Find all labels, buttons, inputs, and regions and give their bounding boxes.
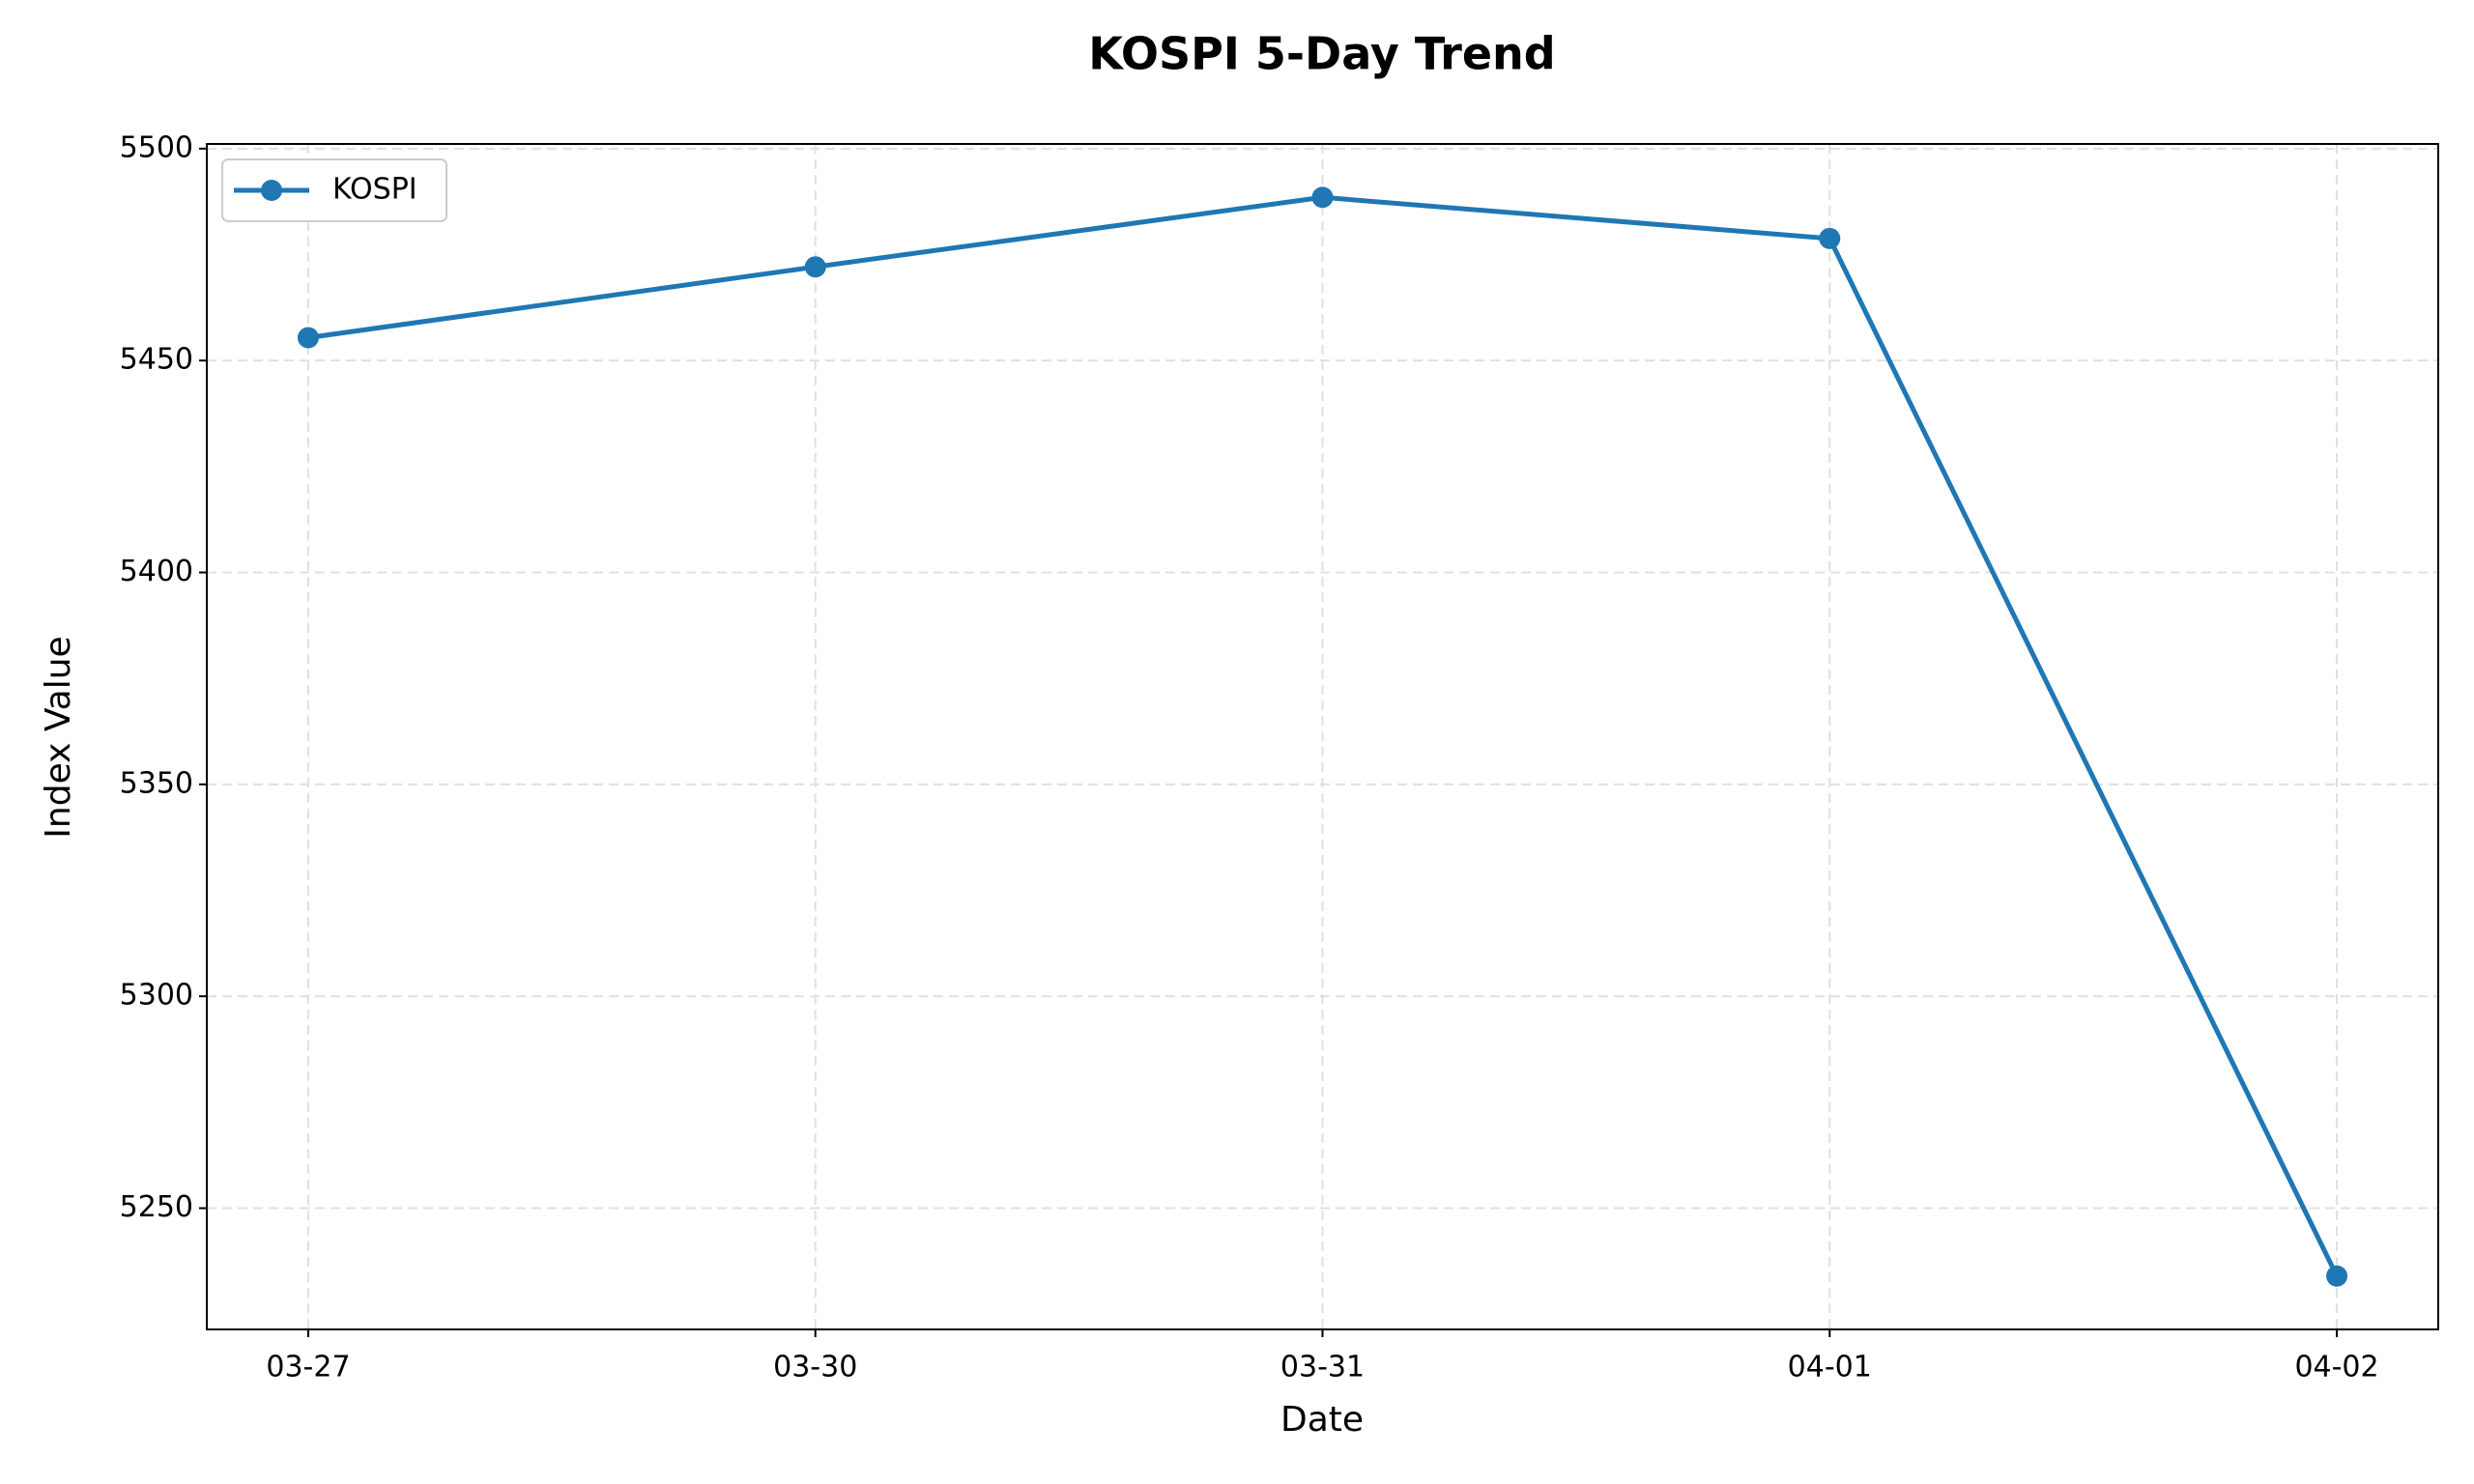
chart-title: KOSPI 5-Day Trend: [1088, 28, 1555, 80]
point: [1819, 227, 1841, 249]
point: [804, 256, 826, 278]
legend-marker: [261, 180, 282, 201]
x-axis-label: Date: [1280, 1400, 1364, 1440]
y-tick-label: 5300: [120, 979, 193, 1013]
legend-box: [221, 158, 447, 222]
legend: KOSPI: [221, 158, 447, 222]
x-tick-label: 03-31: [1280, 1351, 1365, 1384]
y-tick-label: 5450: [120, 343, 193, 377]
legend-label: KOSPI: [332, 173, 417, 207]
point: [297, 327, 319, 349]
x-tick-label: 04-01: [1788, 1351, 1872, 1384]
x-tick-label: 03-27: [266, 1351, 350, 1384]
x-tick-label: 03-30: [773, 1351, 857, 1384]
y-axis-label: Index Value: [39, 636, 78, 838]
y-tick-label: 5250: [120, 1190, 193, 1224]
plot-frame: [206, 143, 2439, 1330]
point: [1311, 186, 1334, 209]
y-tick-label: 5400: [120, 555, 193, 588]
y-tick-label: 5500: [120, 130, 193, 164]
point: [2326, 1265, 2348, 1287]
x-tick-label: 04-02: [2294, 1351, 2378, 1384]
y-tick-label: 5350: [120, 766, 193, 800]
